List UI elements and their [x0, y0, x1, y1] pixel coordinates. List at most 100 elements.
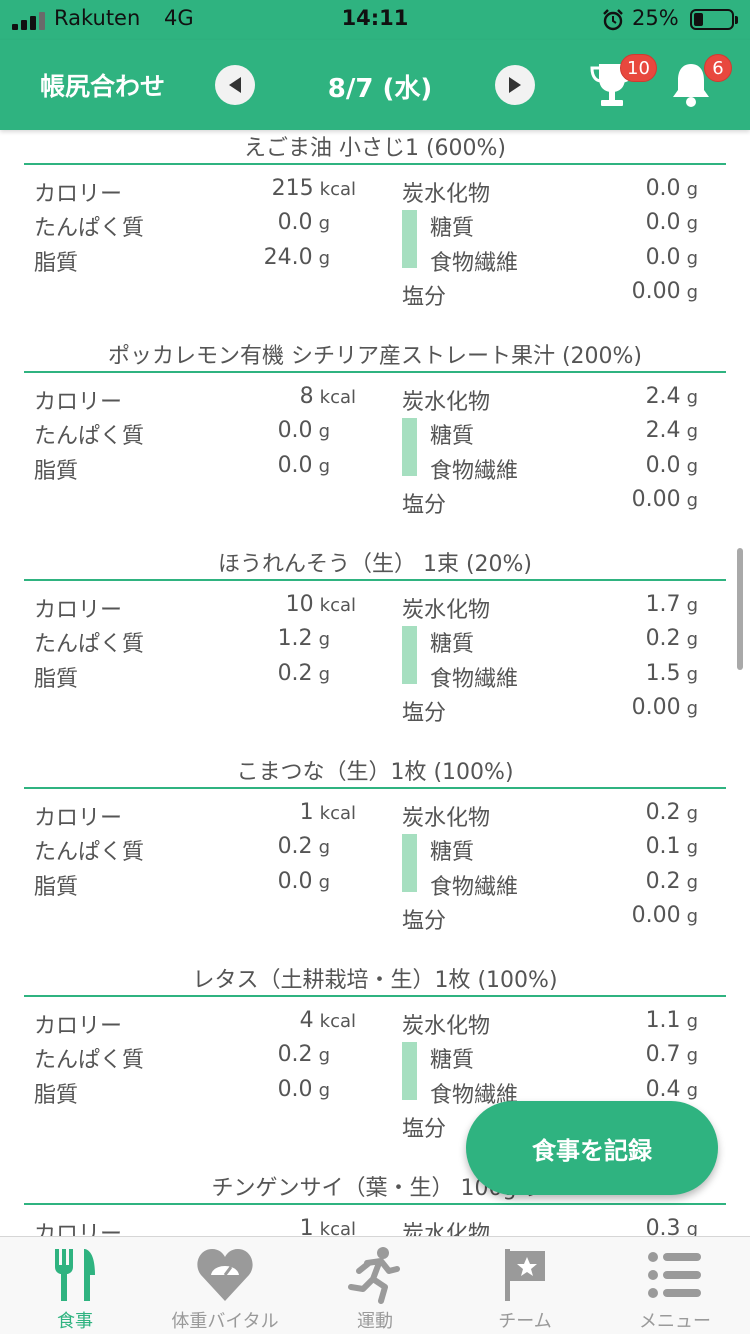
- fiber-value: 0.0 g: [645, 453, 698, 478]
- carbs-label: 炭水化物: [402, 598, 491, 623]
- food-item[interactable]: ほうれんそう（生） 1束 (20%) カロリー たんぱく質 脂質 10 kcal 1.2 g 0…: [24, 546, 726, 754]
- divider: [24, 579, 726, 581]
- unit-label: g: [686, 490, 698, 511]
- tab-label: メニュー: [639, 1311, 711, 1332]
- page-title: 帳尻合わせ: [40, 72, 166, 101]
- divider: [24, 1203, 726, 1205]
- protein-label: たんぱく質: [34, 424, 145, 449]
- unit-label: g: [686, 1045, 698, 1066]
- unit-label: g: [686, 421, 698, 442]
- unit-label: kcal: [319, 1219, 356, 1236]
- calorie-label: カロリー: [34, 598, 123, 623]
- unit-label: g: [686, 803, 698, 824]
- calorie-value: 1 kcal: [299, 800, 356, 825]
- food-name: レタス（土耕栽培・生）1枚 (100%): [192, 968, 558, 993]
- fiber-value: 1.5 g: [645, 661, 698, 686]
- unit-label: g: [686, 179, 698, 200]
- carrier-name: Rakuten: [54, 6, 141, 30]
- protein-value: 1.2 g: [277, 626, 330, 651]
- carbs-value: 2.4 g: [645, 384, 698, 409]
- protein-value: 0.0 g: [277, 210, 330, 235]
- unit-label: kcal: [319, 179, 356, 200]
- fat-value: 0.2 g: [277, 661, 330, 686]
- unit-label: g: [686, 1011, 698, 1032]
- carbs-label: 炭水化物: [402, 1014, 491, 1039]
- sugar-label: 糖質: [430, 840, 475, 865]
- sugar-label: 糖質: [430, 632, 475, 657]
- fiber-label: 食物繊維: [430, 459, 519, 484]
- status-bar: Rakuten 4G 14:11 25%: [0, 0, 750, 40]
- tab-menu[interactable]: メニュー: [600, 1237, 750, 1334]
- unit-label: g: [686, 248, 698, 269]
- scrollbar[interactable]: [737, 548, 743, 670]
- sugar-value: 0.0 g: [645, 210, 698, 235]
- unit-label: g: [686, 456, 698, 477]
- unit-label: g: [686, 282, 698, 303]
- salt-label: 塩分: [402, 493, 447, 518]
- protein-value: 0.0 g: [277, 418, 330, 443]
- fork-knife-icon: [55, 1249, 95, 1301]
- calorie-label: カロリー: [34, 1222, 123, 1236]
- alarm-icon: [603, 9, 623, 31]
- calorie-value: 4 kcal: [299, 1008, 356, 1033]
- unit-label: g: [318, 456, 330, 477]
- divider: [24, 163, 726, 165]
- previous-day-button[interactable]: [215, 65, 255, 105]
- tab-meal[interactable]: 食事: [0, 1237, 150, 1334]
- carbs-value: 1.1 g: [645, 1008, 698, 1033]
- protein-value: 0.2 g: [277, 1042, 330, 1067]
- tab-weight-vital[interactable]: 体重バイタル: [150, 1237, 300, 1334]
- food-item[interactable]: えごま油 小さじ1 (600%) カロリー たんぱく質 脂質 215 kcal 0.0 g 24…: [24, 130, 726, 338]
- unit-label: g: [318, 872, 330, 893]
- unit-label: g: [686, 1080, 698, 1101]
- food-item[interactable]: ポッカレモン有機 シチリア産ストレート果汁 (200%) カロリー たんぱく質 脂質 8…: [24, 338, 726, 546]
- record-meal-button[interactable]: 食事を記録: [466, 1101, 718, 1195]
- salt-label: 塩分: [402, 1117, 447, 1142]
- fiber-value: 0.0 g: [645, 245, 698, 270]
- protein-label: たんぱく質: [34, 632, 145, 657]
- divider: [24, 371, 726, 373]
- fat-label: 脂質: [34, 459, 79, 484]
- fiber-label: 食物繊維: [430, 251, 519, 276]
- trophy-badge: 10: [620, 54, 657, 82]
- food-list[interactable]: えごま油 小さじ1 (600%) カロリー たんぱく質 脂質 215 kcal 0.0 g 24…: [0, 130, 750, 1236]
- tab-exercise[interactable]: 運動: [300, 1237, 450, 1334]
- network-type: 4G: [164, 6, 194, 30]
- unit-label: g: [686, 906, 698, 927]
- carbs-label: 炭水化物: [402, 182, 491, 207]
- flag-star-icon: [505, 1249, 545, 1301]
- carbs-value: 0.0 g: [645, 176, 698, 201]
- unit-label: g: [686, 595, 698, 616]
- food-item[interactable]: こまつな（生）1枚 (100%) カロリー たんぱく質 脂質 1 kcal 0.2 g 0.0 g…: [24, 754, 726, 962]
- heart-scale-icon: [197, 1249, 253, 1301]
- clock: 14:11: [341, 6, 409, 30]
- sugar-value: 0.1 g: [645, 834, 698, 859]
- protein-label: たんぱく質: [34, 216, 145, 241]
- calorie-label: カロリー: [34, 806, 123, 831]
- unit-label: g: [686, 1219, 698, 1236]
- unit-label: g: [318, 1080, 330, 1101]
- unit-label: g: [686, 213, 698, 234]
- calorie-value: 1 kcal: [300, 1216, 356, 1236]
- bell-icon[interactable]: [668, 60, 714, 110]
- triangle-right-icon: [509, 77, 521, 93]
- signal-icon: [12, 12, 48, 30]
- unit-label: g: [686, 387, 698, 408]
- tab-label: 運動: [357, 1311, 393, 1332]
- unit-label: kcal: [319, 1011, 356, 1032]
- calorie-label: カロリー: [34, 390, 123, 415]
- carbs-breakdown-bar: [402, 210, 417, 268]
- battery-percent: 25%: [632, 6, 679, 30]
- tab-team[interactable]: チーム: [450, 1237, 600, 1334]
- salt-label: 塩分: [402, 285, 447, 310]
- unit-label: g: [686, 837, 698, 858]
- unit-label: kcal: [319, 387, 356, 408]
- food-item[interactable]: レタス（土耕栽培・生）1枚 (100%) カロリー たんぱく質 脂質 4 kcal 0.2 g…: [24, 962, 726, 1170]
- fat-value: 0.0 g: [277, 1077, 330, 1102]
- unit-label: kcal: [319, 595, 356, 616]
- unit-label: g: [318, 629, 330, 650]
- fat-value: 24.0 g: [263, 245, 330, 270]
- divider: [24, 995, 726, 997]
- next-day-button[interactable]: [495, 65, 535, 105]
- battery-level: [694, 13, 703, 26]
